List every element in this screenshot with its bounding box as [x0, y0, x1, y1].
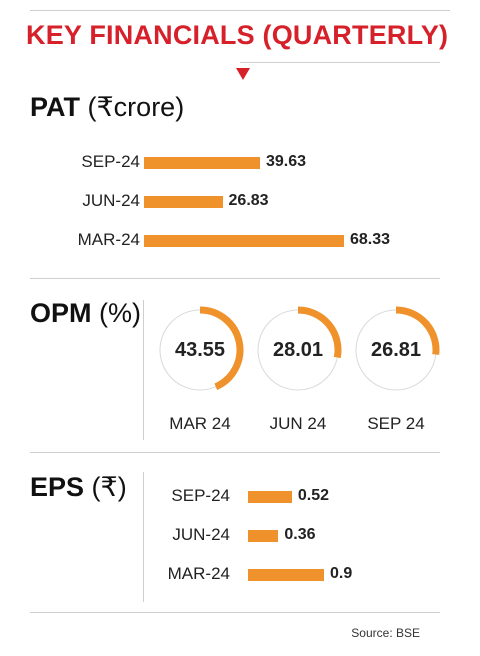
bar-value-label: 0.36	[284, 526, 316, 543]
opm-ring: 26.81	[351, 305, 441, 395]
title-marker-icon	[236, 68, 250, 80]
eps-heading-main: EPS	[30, 472, 85, 502]
bar	[248, 530, 279, 542]
bar-value-label: 68.33	[350, 231, 391, 248]
opm-heading-unit: (%)	[99, 298, 142, 328]
bar-category-label: JUN-24	[172, 525, 230, 544]
opm-heading-main: OPM	[30, 298, 92, 328]
ring-category-label: JUN 24	[269, 414, 327, 433]
bar-category-label: SEP-24	[171, 486, 230, 505]
pat-heading-main: PAT	[30, 92, 80, 122]
ring-value-label: 43.55	[174, 339, 226, 361]
opm-ring-graphic	[159, 306, 244, 391]
eps-vertical-rule	[143, 472, 144, 602]
bar-value-label: 39.63	[265, 153, 307, 170]
bar-value-label: 0.9	[330, 565, 353, 582]
ring-value-arc	[395, 306, 440, 355]
pat-heading: PAT (₹crore)	[30, 92, 184, 123]
ring-value-arc	[297, 306, 342, 359]
opm-ring-graphic	[257, 306, 342, 391]
opm-ring-graphic	[355, 306, 440, 391]
bar	[144, 196, 223, 208]
opm-ring: 43.55	[155, 305, 245, 395]
ring-value-arc	[199, 306, 244, 390]
pat-divider	[30, 278, 440, 279]
title-rule	[240, 62, 440, 63]
opm-heading: OPM (%)	[30, 298, 141, 329]
eps-heading-unit: (₹)	[91, 472, 127, 502]
ring-category-label: SEP 24	[367, 414, 425, 433]
bar-category-label: MAR-24	[77, 230, 140, 249]
pat-heading-unit: (₹crore)	[87, 92, 185, 122]
opm-divider	[30, 452, 440, 453]
bar-value-label: 0.52	[297, 487, 330, 504]
ring-category-label: MAR 24	[169, 414, 231, 433]
bar	[144, 235, 344, 247]
opm-vertical-rule	[143, 300, 144, 440]
bar-category-label: JUN-24	[82, 191, 140, 210]
eps-heading: EPS (₹)	[30, 472, 127, 503]
ring-value-label: 28.01	[272, 339, 324, 361]
bar-category-label: SEP-24	[81, 152, 140, 171]
bar	[248, 569, 324, 581]
bottom-rule	[30, 612, 440, 613]
opm-ring: 28.01	[253, 305, 343, 395]
top-rule	[30, 10, 450, 11]
source-note: Source: BSE	[351, 626, 420, 640]
bar-category-label: MAR-24	[167, 564, 230, 583]
bar-value-label: 26.83	[228, 192, 269, 209]
ring-value-label: 26.81	[370, 339, 422, 361]
bar	[248, 491, 292, 503]
bar	[144, 157, 260, 169]
chart-title: KEY FINANCIALS (QUARTERLY)	[26, 20, 449, 50]
